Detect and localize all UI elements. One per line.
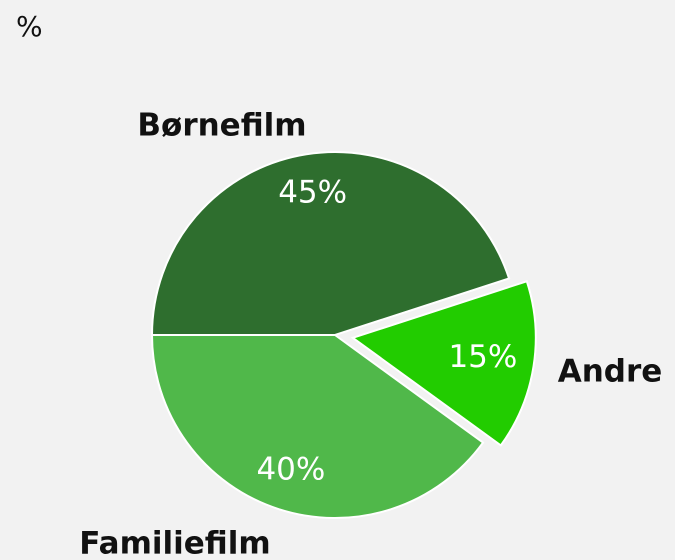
- chart-title: %: [16, 10, 43, 43]
- category-label: Andre: [558, 354, 663, 390]
- pie-slice: [350, 280, 537, 447]
- pie-slice: [150, 151, 511, 336]
- category-label: Familiefilm: [79, 526, 270, 560]
- slice-label: 40%: [256, 451, 325, 487]
- category-label: Børnefilm: [137, 108, 306, 144]
- pie-slice: [150, 334, 485, 519]
- slice-label: 15%: [448, 339, 517, 375]
- slice-label: 45%: [278, 175, 347, 211]
